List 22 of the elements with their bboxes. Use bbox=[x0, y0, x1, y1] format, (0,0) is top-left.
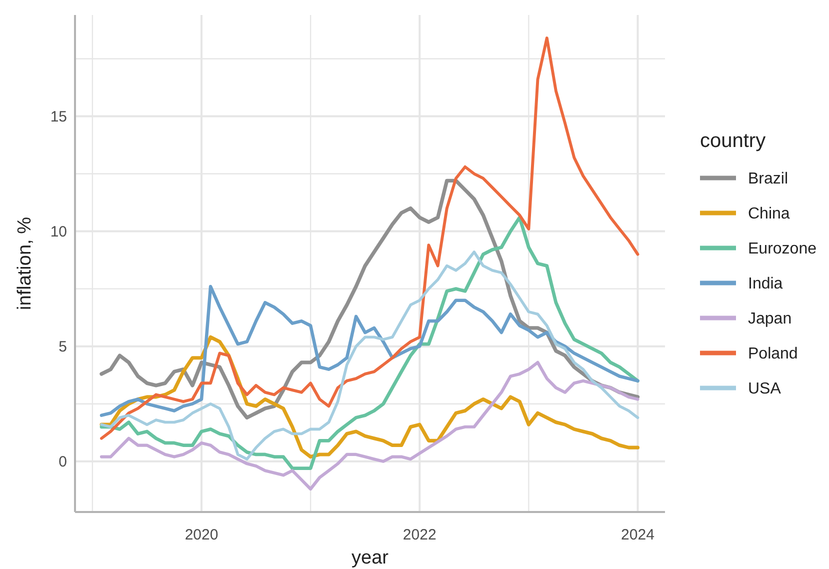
legend-label: China bbox=[748, 206, 790, 223]
x-tick-label: 2022 bbox=[402, 526, 436, 544]
legend-label: USA bbox=[748, 380, 782, 398]
legend-label: Poland bbox=[748, 346, 798, 363]
legend-label: Brazil bbox=[748, 170, 788, 188]
line-series bbox=[100, 216, 640, 470]
y-tick-label: 0 bbox=[58, 454, 67, 471]
y-tick-label: 10 bbox=[50, 224, 67, 241]
legend-title: country bbox=[700, 130, 766, 152]
line-series bbox=[100, 284, 640, 417]
y-tick-label: 15 bbox=[50, 108, 67, 126]
x-axis-title: year bbox=[352, 548, 390, 569]
y-tick-label: 5 bbox=[58, 338, 67, 356]
line-series bbox=[100, 36, 640, 440]
legend-label: India bbox=[748, 276, 783, 293]
x-tick-label: 2020 bbox=[184, 526, 218, 544]
legend-label: Japan bbox=[748, 310, 792, 328]
legend-label: Eurozone bbox=[748, 240, 817, 258]
line-series bbox=[100, 360, 640, 491]
x-tick-label: 2024 bbox=[621, 526, 654, 544]
y-axis-title: inflation, % bbox=[14, 216, 36, 310]
line-series bbox=[100, 250, 640, 460]
